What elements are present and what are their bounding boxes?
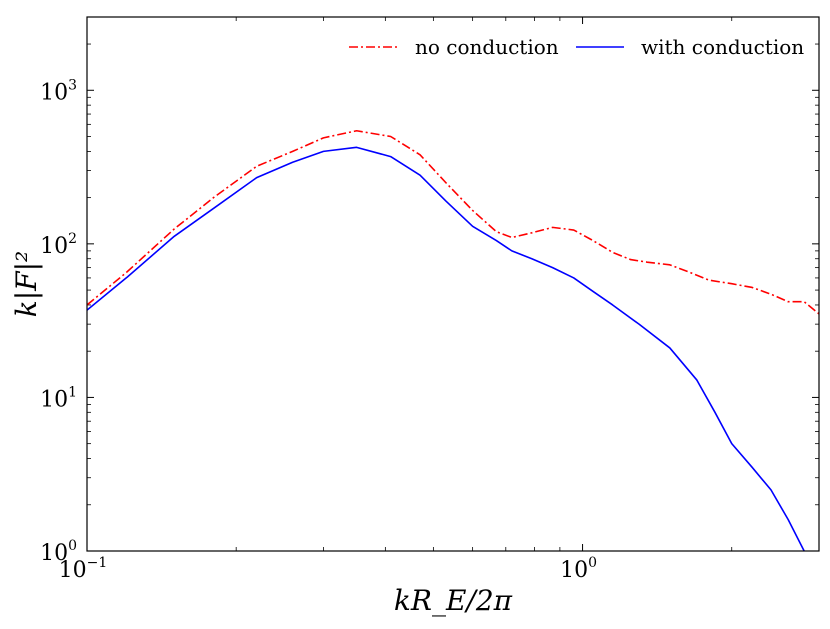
y-tick-label: 103 xyxy=(40,77,77,105)
y-axis-label: k|F|² xyxy=(10,251,43,318)
x-axis-label: kR_E/2π xyxy=(394,584,513,617)
legend-label-no-conduction: no conduction xyxy=(415,35,559,59)
plot-frame xyxy=(86,16,820,552)
series-layer xyxy=(87,129,819,551)
x-tick-label: 100 xyxy=(560,555,597,583)
series-line-no-conduction xyxy=(87,129,819,315)
y-tick-label: 100 xyxy=(40,538,77,566)
x-tick-label: 10−1 xyxy=(59,555,108,583)
legend-label-with-conduction: with conduction xyxy=(641,35,804,59)
y-tick-label: 101 xyxy=(40,384,77,412)
legend: no conduction with conduction xyxy=(349,35,804,59)
series-line-with-conduction xyxy=(87,146,805,551)
y-tick-label: 102 xyxy=(40,231,77,259)
